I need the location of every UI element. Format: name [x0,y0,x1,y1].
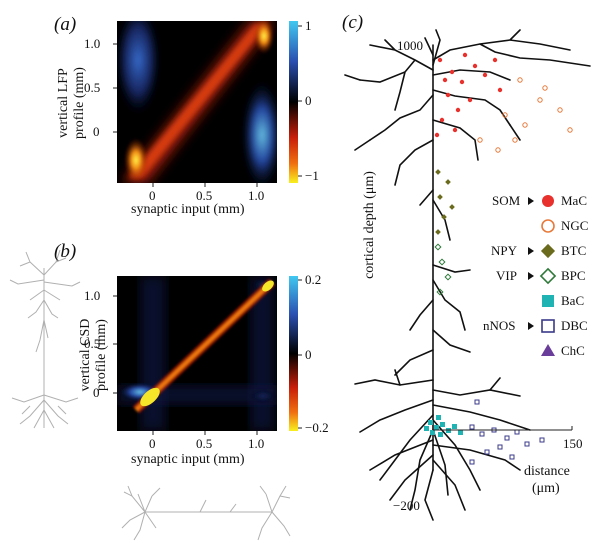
lfp-xtick-2: 0.5 [196,188,213,203]
legend-label-mac: MaC [561,193,587,208]
csd-ylabel-line2: profile (mm) [94,319,109,391]
csd-xtick-3: 1.0 [248,436,265,451]
legend-label-btc: BTC [561,243,587,258]
lfp-heatmap [117,21,277,183]
lfp-cbar-tick-2: 0 [305,93,312,108]
legend-group-som: SOM [492,193,521,208]
depth-bottom-tick: −200 [393,498,420,513]
lfp-axis-ticks [113,25,302,187]
lfp-ytick-3: 0 [93,124,100,139]
lfp-cbar-tick-3: −1 [305,168,319,183]
lfp-xtick-3: 1.0 [248,188,265,203]
csd-colorbar [289,276,298,431]
lfp-ylabel-line2: profile (mm) [72,67,87,139]
lfp-cbar-tick-1: 1 [305,18,312,33]
panel-c-axes [433,426,573,431]
csd-ytick-1: 1.0 [84,288,101,303]
csd-axis-ticks [113,279,302,435]
lfp-ytick-1: 1.0 [84,36,101,51]
lfp-xlabel: synaptic input (mm) [131,202,245,217]
csd-xlabel: synaptic input (mm) [131,452,245,467]
lfp-xtick-1: 0 [149,188,156,203]
depth-top-tick: 1000 [397,38,423,53]
legend-symbols [539,195,557,356]
legend-group-nnos: nNOS [483,318,516,333]
csd-xtick-2: 0.5 [196,436,213,451]
btc-symbol [540,243,556,259]
mac-symbol [542,195,554,207]
distance-xlabel-line1: distance [524,464,570,479]
interneuron-reconstruction [344,29,591,521]
legend-label-ngc: NGC [561,218,589,233]
horizontal-neuron-sketch [121,485,291,541]
bac-symbol [542,295,554,307]
csd-cbar-tick-1: 0.2 [305,272,322,287]
dbc-symbol [541,319,555,333]
panel-c-label: (c) [342,12,364,33]
legend-label-dbc: DBC [561,318,588,333]
chc-symbol [541,344,555,356]
legend-group-arrows [528,197,534,330]
legend-group-vip: VIP [496,268,517,283]
csd-cbar-tick-2: 0 [305,347,312,362]
distance-right-tick: 150 [563,436,583,451]
distance-xlabel-line2: (μm) [532,481,560,496]
legend-group-npy: NPY [491,243,518,258]
csd-heatmap [117,276,277,431]
panel-b-label: (b) [54,241,77,262]
vertical-neuron-sketch [9,249,81,429]
csd-cbar-tick-3: −0.2 [305,420,329,435]
lfp-colorbar [289,21,298,183]
legend-label-bac: BaC [561,293,585,308]
lfp-ylabel-line1: vertical LFP [56,68,71,138]
csd-xtick-1: 0 [149,436,156,451]
ngc-symbol [541,219,555,233]
csd-ylabel-line1: vertical CSD [78,318,93,392]
depth-ylabel: cortical depth (μm) [362,171,377,279]
legend-label-bpc: BPC [561,268,586,283]
lfp-ytick-2: 0.5 [84,80,101,95]
csd-ytick-3: 0 [93,385,100,400]
legend-label-chc: ChC [561,343,585,358]
bpc-symbol [539,267,557,285]
csd-ytick-2: 0.5 [84,336,101,351]
panel-a-label: (a) [54,14,77,35]
